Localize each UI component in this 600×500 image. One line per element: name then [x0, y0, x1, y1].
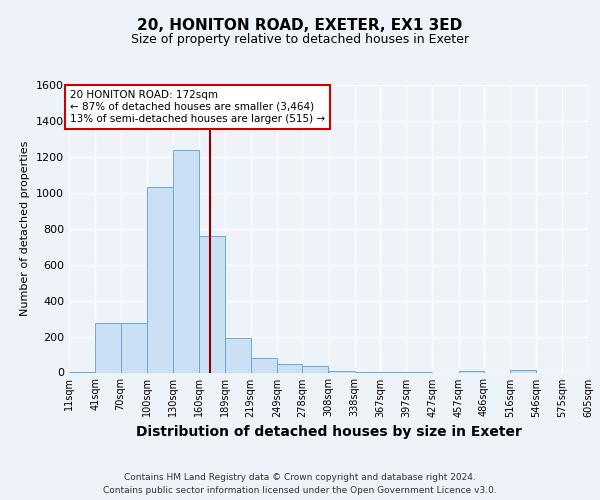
Bar [224, 338, 251, 372]
Bar [121, 323, 147, 372]
Text: Size of property relative to detached houses in Exeter: Size of property relative to detached ho… [131, 32, 469, 46]
Bar [277, 364, 302, 372]
Bar [302, 366, 329, 372]
Bar [95, 323, 121, 372]
Text: Contains public sector information licensed under the Open Government Licence v3: Contains public sector information licen… [103, 486, 497, 495]
Bar [329, 370, 355, 372]
Bar [251, 358, 277, 372]
Y-axis label: Number of detached properties: Number of detached properties [20, 141, 31, 316]
X-axis label: Distribution of detached houses by size in Exeter: Distribution of detached houses by size … [136, 425, 521, 439]
Bar [199, 236, 224, 372]
Bar [510, 370, 536, 372]
Bar [173, 150, 199, 372]
Bar [458, 370, 484, 372]
Bar [147, 188, 173, 372]
Text: 20, HONITON ROAD, EXETER, EX1 3ED: 20, HONITON ROAD, EXETER, EX1 3ED [137, 18, 463, 32]
Text: 20 HONITON ROAD: 172sqm
← 87% of detached houses are smaller (3,464)
13% of semi: 20 HONITON ROAD: 172sqm ← 87% of detache… [70, 90, 325, 124]
Text: Contains HM Land Registry data © Crown copyright and database right 2024.: Contains HM Land Registry data © Crown c… [124, 472, 476, 482]
